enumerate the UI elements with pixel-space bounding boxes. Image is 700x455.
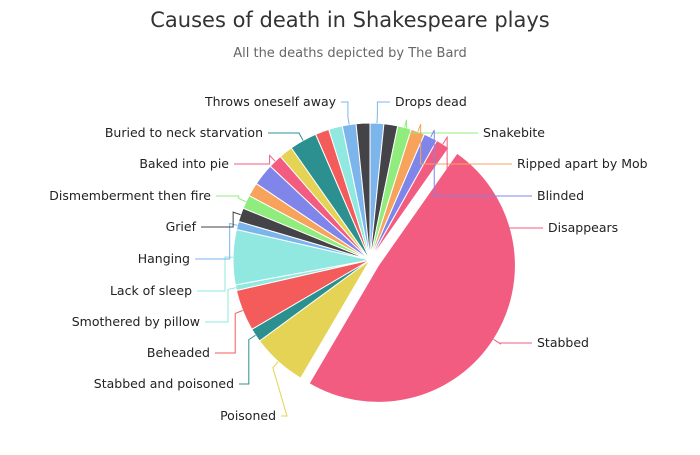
slice-label-stabbed: Stabbed bbox=[537, 335, 589, 350]
connector-stabbed bbox=[493, 339, 532, 345]
slice-label-hanging: Hanging bbox=[138, 251, 190, 266]
slice-label-blinded: Blinded bbox=[537, 188, 584, 203]
pie-slice-unlabeled-23[interactable] bbox=[355, 122, 371, 261]
connector-dismemberment-then-fire bbox=[216, 195, 247, 203]
connector-snakebite bbox=[404, 119, 478, 134]
connector-buried-to-neck-starvation bbox=[268, 132, 304, 141]
slice-label-baked-into-pie: Baked into pie bbox=[139, 156, 229, 171]
slice-label-disappears: Disappears bbox=[548, 220, 618, 235]
connector-poisoned bbox=[272, 361, 288, 417]
slice-label-grief: Grief bbox=[166, 219, 197, 234]
slice-label-throws-oneself-away: Throws oneself away bbox=[204, 94, 337, 109]
chart-subtitle: All the deaths depicted by The Bard bbox=[233, 46, 467, 61]
slice-label-beheaded: Beheaded bbox=[147, 345, 210, 360]
slice-label-drops-dead: Drops dead bbox=[395, 94, 467, 109]
connector-blinded bbox=[430, 129, 532, 197]
connector-ripped-apart-by-mob bbox=[417, 123, 512, 165]
slice-label-buried-to-neck-starvation: Buried to neck starvation bbox=[105, 125, 263, 140]
slice-label-smothered-by-pillow: Smothered by pillow bbox=[72, 314, 200, 329]
slice-label-stabbed-and-poisoned: Stabbed and poisoned bbox=[94, 376, 234, 391]
connector-beheaded bbox=[215, 310, 243, 354]
chart-title: Causes of death in Shakespeare plays bbox=[150, 8, 550, 32]
slice-label-ripped-apart-by-mob: Ripped apart by Mob bbox=[517, 156, 648, 171]
connector-smothered-by-pillow bbox=[205, 287, 236, 323]
slice-label-poisoned: Poisoned bbox=[220, 408, 276, 423]
connector-grief bbox=[201, 211, 241, 228]
connector-lack-of-sleep bbox=[197, 256, 234, 292]
connector-drops-dead bbox=[376, 101, 390, 124]
slice-label-dismemberment-then-fire: Dismemberment then fire bbox=[49, 188, 211, 203]
connector-hanging bbox=[195, 222, 238, 260]
slice-label-lack-of-sleep: Lack of sleep bbox=[110, 283, 192, 298]
slice-label-snakebite: Snakebite bbox=[483, 125, 545, 140]
pie-slice-stabbed[interactable] bbox=[308, 152, 516, 403]
connector-stabbed-and-poisoned bbox=[239, 334, 256, 385]
connector-baked-into-pie bbox=[234, 154, 276, 165]
connector-disappears bbox=[442, 135, 543, 229]
connector-throws-oneself-away bbox=[341, 101, 350, 125]
